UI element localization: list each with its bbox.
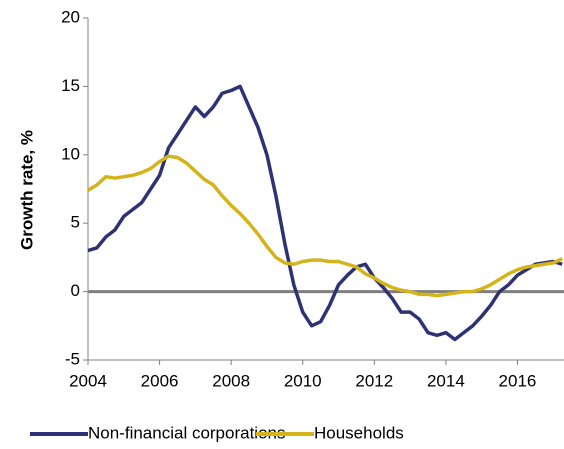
- x-tick-label: 2004: [69, 371, 107, 390]
- legend-label: Non-financial corporations: [88, 423, 286, 442]
- y-tick-label: 20: [61, 7, 80, 26]
- y-tick-label: 5: [71, 213, 80, 232]
- y-axis-label: Growth rate, %: [17, 130, 36, 250]
- y-tick-label: -5: [65, 349, 80, 368]
- y-tick-label: 0: [71, 281, 80, 300]
- x-tick-label: 2006: [141, 371, 179, 390]
- x-tick-label: 2010: [284, 371, 322, 390]
- series-line: [87, 154, 563, 298]
- legend-label: Households: [314, 423, 404, 442]
- x-tick-label: 2008: [212, 371, 250, 390]
- y-tick-label: 10: [61, 144, 80, 163]
- x-tick-label: 2014: [427, 371, 465, 390]
- y-tick-label: 15: [61, 76, 80, 95]
- x-tick-label: 2012: [355, 371, 393, 390]
- series-line: [87, 84, 563, 342]
- x-tick-label: 2016: [499, 371, 537, 390]
